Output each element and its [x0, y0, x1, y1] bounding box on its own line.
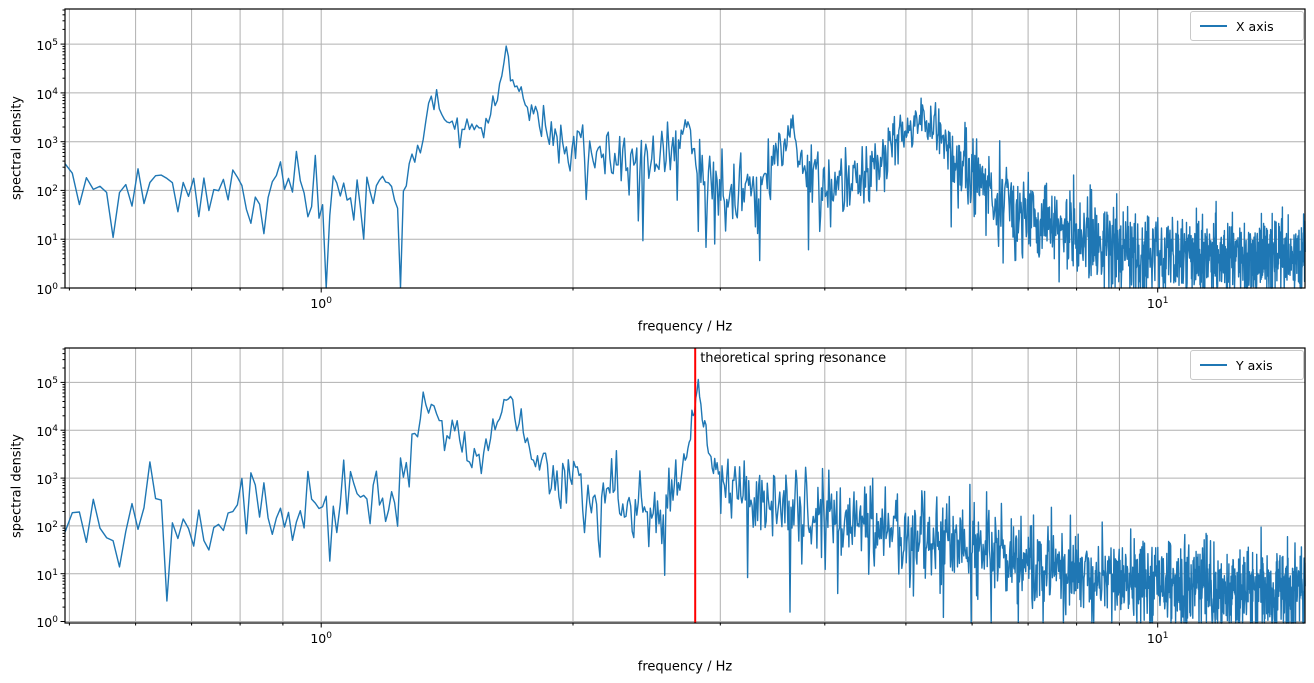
- grid-lines: [65, 9, 1305, 289]
- resonance-annotation: theoretical spring resonance: [700, 351, 887, 366]
- tick-marks: [60, 9, 1159, 293]
- y-tick-label: 103: [36, 135, 58, 151]
- y-tick-label: 102: [36, 519, 58, 536]
- y-tick-label: 100: [36, 615, 58, 631]
- x-tick-label: 100: [310, 296, 332, 312]
- y-tick-label: 100: [36, 282, 58, 298]
- axes-spines: [64, 8, 1306, 289]
- legend-line-swatch: [1200, 24, 1227, 28]
- y-tick-label: 104: [36, 424, 58, 440]
- x-tick-label: 100: [310, 631, 332, 647]
- x-tick-label: 101: [1146, 296, 1169, 312]
- series-line-y-axis: [64, 378, 1306, 624]
- top-plot-xlabel: frequency / Hz: [637, 319, 733, 335]
- subplot-x-axis: [60, 8, 1306, 293]
- y-tick-label: 105: [36, 376, 58, 392]
- top-plot-legend: X axis: [1190, 11, 1304, 41]
- y-tick-label: 103: [36, 472, 58, 488]
- y-tick-label: 101: [36, 233, 58, 249]
- subplot-y-axis: [60, 347, 1306, 628]
- tick-marks: [60, 348, 1159, 628]
- y-tick-label: 102: [36, 184, 58, 200]
- y-tick-label: 105: [36, 38, 58, 54]
- y-tick-label: 101: [36, 567, 58, 583]
- bottom-plot-legend: Y axis: [1190, 350, 1304, 380]
- bottom-plot-xlabel: frequency / Hz: [637, 659, 733, 675]
- series-line-x-axis: [64, 45, 1306, 289]
- legend-label: Y axis: [1236, 357, 1273, 373]
- legend-line-swatch: [1200, 363, 1227, 367]
- x-tick-label: 101: [1146, 631, 1169, 647]
- y-tick-label: 104: [36, 86, 58, 103]
- legend-label: X axis: [1236, 18, 1274, 34]
